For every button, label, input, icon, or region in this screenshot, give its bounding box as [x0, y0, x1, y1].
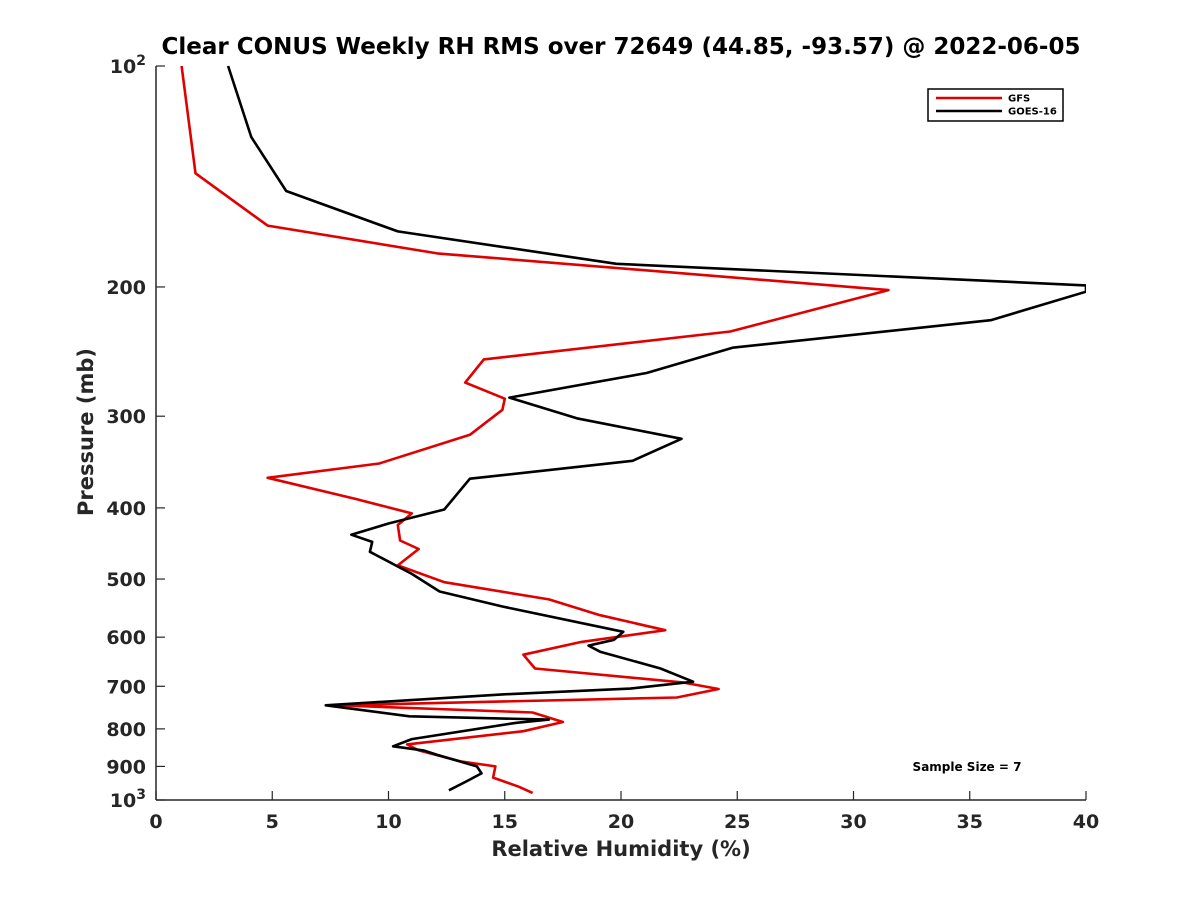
y-tick-label: 102 [110, 53, 146, 78]
y-tick-label: 103 [110, 787, 146, 812]
x-tick-label: 15 [492, 811, 518, 833]
y-tick-label: 800 [106, 719, 146, 741]
legend: GFS GOES-16 [927, 88, 1064, 122]
x-tick-label: 10 [375, 811, 401, 833]
y-tick-label: 700 [106, 676, 146, 698]
y-tick-label: 300 [106, 406, 146, 428]
series-line-gfs [180, 65, 890, 795]
axes: 0 5 10 15 20 25 30 35 40 102 200 300 400 500 600 700 800… [106, 53, 1099, 833]
x-axis-label: Relative Humidity (%) [491, 837, 750, 861]
x-tick-label: 0 [149, 811, 162, 833]
x-tick-label: 35 [957, 811, 983, 833]
y-tick-label: 500 [106, 569, 146, 591]
y-tick-label: 600 [106, 627, 146, 649]
legend-label-goes-16: GOES-16 [1008, 107, 1057, 118]
sample-size-annotation: Sample Size = 7 [913, 760, 1022, 774]
x-tick-label: 30 [840, 811, 866, 833]
legend-label-gfs: GFS [1008, 94, 1030, 105]
y-tick-label: 400 [106, 498, 146, 520]
legend-box [927, 88, 1064, 122]
x-tick-label: 25 [724, 811, 750, 833]
x-tick-label: 5 [266, 811, 279, 833]
series-line-goes-16 [226, 65, 1086, 792]
y-tick-label: 200 [106, 277, 146, 299]
y-axis-label: Pressure (mb) [74, 348, 98, 516]
x-tick-label: 40 [1073, 811, 1099, 833]
y-tick-label: 900 [106, 756, 146, 778]
x-tick-label: 20 [608, 811, 634, 833]
plot-area [180, 65, 1086, 795]
chart-title: Clear CONUS Weekly RH RMS over 72649 (44… [162, 34, 1081, 60]
